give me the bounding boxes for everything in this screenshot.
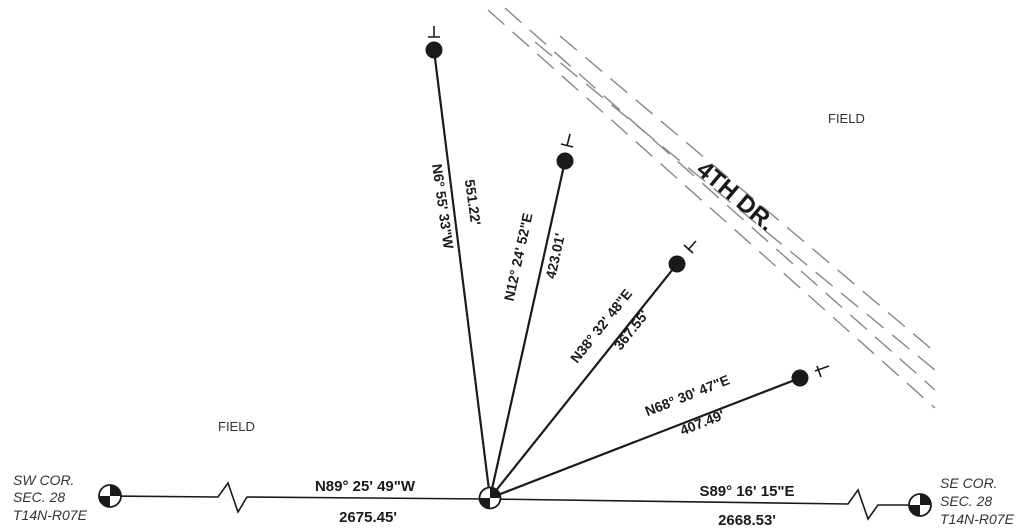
point-4 [791, 365, 830, 387]
survey-line-4 [489, 376, 801, 500]
monument-dot [668, 255, 686, 273]
survey-lines [432, 49, 801, 500]
road-edge-line [559, 35, 936, 353]
tick-marker-icon [428, 26, 440, 38]
se-corner-line1: SE COR. [940, 475, 998, 491]
distance-label-4: 407.49' [678, 406, 727, 438]
sw-corner-label: SW COR. SEC. 28 T14N-R07E [13, 472, 88, 523]
section-line-east [489, 488, 920, 521]
survey-line-2 [488, 160, 567, 499]
road-label: 4TH DR. [691, 156, 780, 237]
field-label-west: FIELD [218, 419, 255, 434]
center-monument-icon [478, 486, 502, 510]
se-corner-label: SE COR. SEC. 28 T14N-R07E [940, 475, 1015, 527]
sw-corner-line1: SW COR. [13, 472, 74, 488]
survey-line-3 [489, 263, 678, 499]
field-label-north: FIELD [828, 111, 865, 126]
se-corner-line2: SEC. 28 [940, 493, 992, 509]
road-edge-line [487, 9, 936, 409]
point-1 [425, 26, 443, 59]
monument-dot [791, 369, 809, 387]
monument-dot [556, 152, 574, 170]
tick-marker-icon [814, 365, 830, 378]
se-corner-monument-icon [908, 493, 932, 517]
section-distance-west: 2675.45' [339, 509, 397, 526]
point-2 [556, 133, 574, 170]
section-bearing-west: N89° 25' 49"W [315, 478, 416, 495]
monument-dot [425, 41, 443, 59]
distance-label-1: 551.22' [462, 178, 484, 226]
bearing-label-2: N12° 24' 52"E [501, 211, 536, 302]
survey-line-1 [432, 49, 492, 499]
distance-label-2: 423.01' [542, 232, 568, 281]
road-edge-line [534, 41, 936, 371]
road-edge-line [504, 7, 936, 391]
sw-corner-line3: T14N-R07E [13, 507, 88, 523]
section-line [109, 481, 920, 521]
point-3 [668, 240, 697, 273]
section-line-west [109, 481, 488, 514]
tick-marker-icon [560, 133, 574, 148]
sw-corner-line2: SEC. 28 [13, 489, 65, 505]
section-bearing-east: S89° 16' 15"E [699, 483, 794, 500]
section-distance-east: 2668.53' [718, 512, 776, 529]
tick-marker-icon [683, 240, 697, 254]
sw-corner-monument-icon [98, 484, 122, 508]
se-corner-line3: T14N-R07E [940, 511, 1015, 527]
